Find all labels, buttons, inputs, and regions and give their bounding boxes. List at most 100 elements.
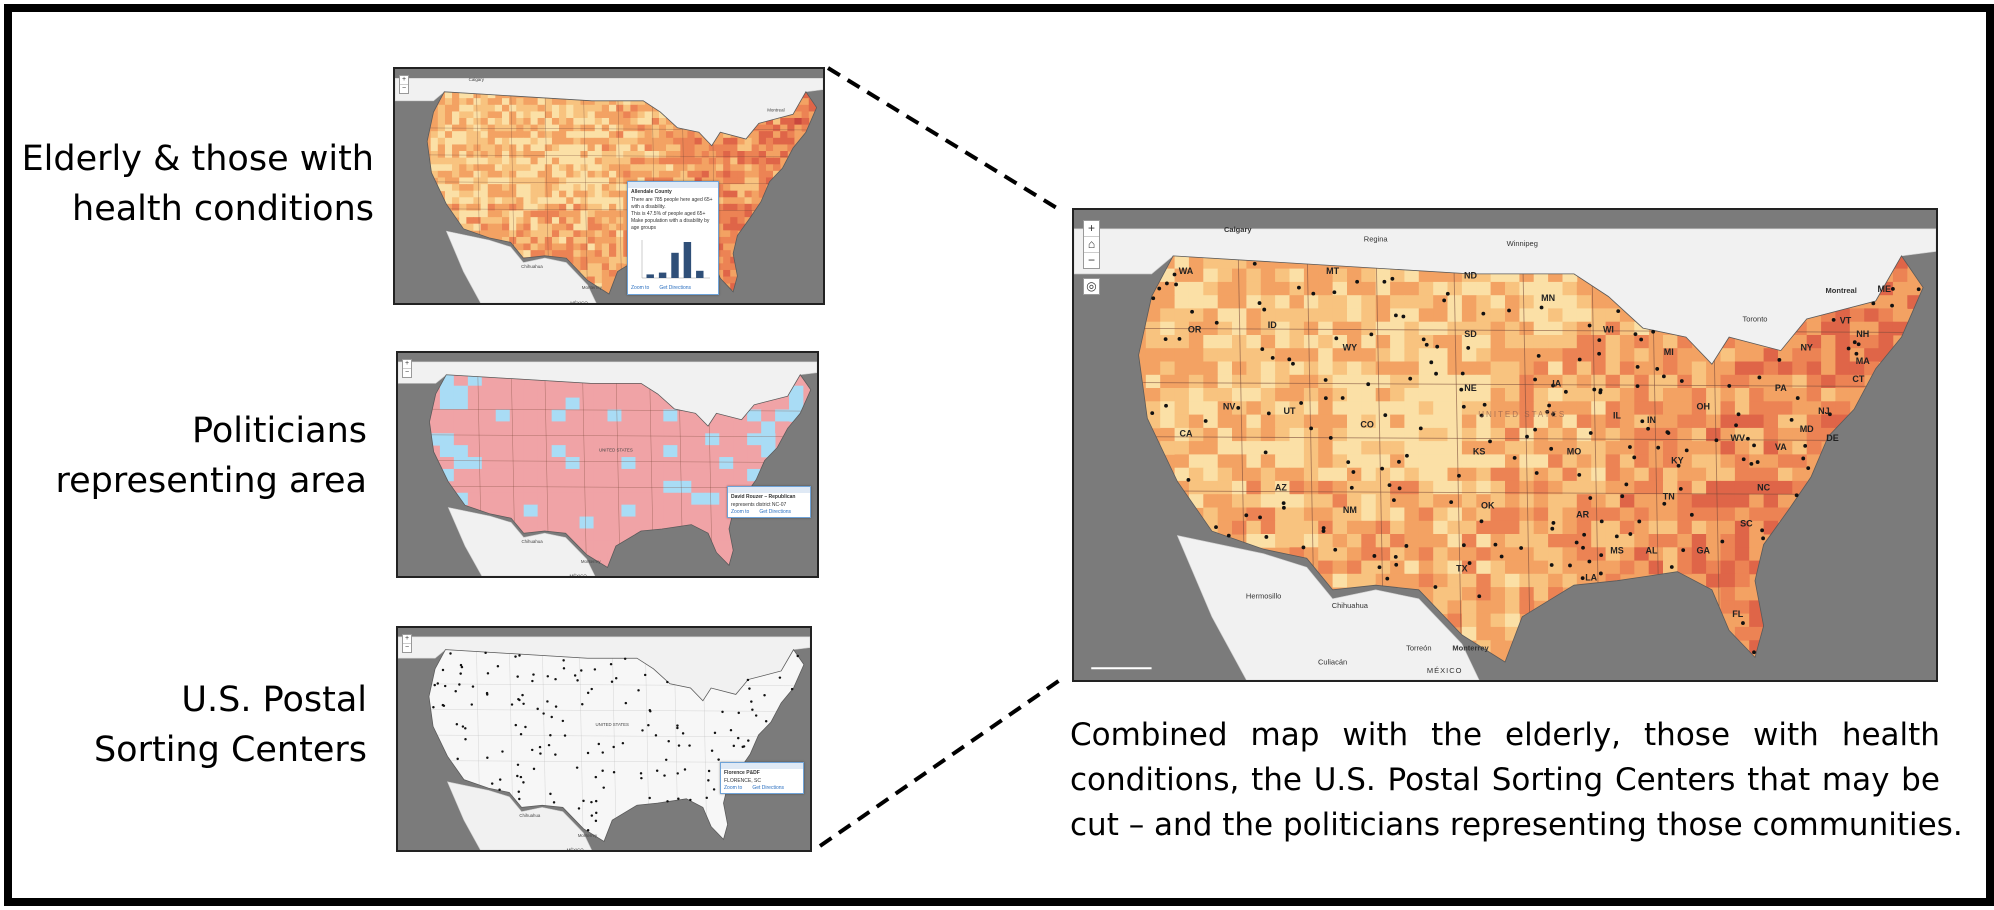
sorting-center-dot[interactable] [1846, 346, 1851, 351]
sorting-center-dot[interactable] [1890, 303, 1894, 308]
sorting-center-dot[interactable] [614, 677, 618, 680]
sorting-center-dot[interactable] [648, 709, 652, 712]
sorting-center-dot[interactable] [1598, 390, 1603, 395]
zoom-out-button[interactable]: − [1087, 253, 1095, 267]
sorting-center-dot[interactable] [1795, 396, 1800, 400]
sorting-center-dot[interactable] [748, 687, 751, 690]
sorting-center-dot[interactable] [542, 712, 545, 715]
sorting-center-dot[interactable] [676, 724, 679, 727]
sorting-center-dot[interactable] [1479, 413, 1484, 418]
thumb-elderly-zoom[interactable]: + − [399, 75, 409, 94]
sorting-center-dot[interactable] [1481, 311, 1486, 316]
sorting-center-dot[interactable] [530, 748, 534, 752]
sorting-center-dot[interactable] [1461, 404, 1466, 409]
sorting-center-dot[interactable] [721, 710, 724, 714]
sorting-center-dot[interactable] [1736, 412, 1741, 417]
sorting-center-dot[interactable] [490, 782, 494, 785]
sorting-center-dot[interactable] [1752, 650, 1756, 655]
sorting-center-dot[interactable] [647, 723, 650, 727]
sorting-center-dot[interactable] [1639, 337, 1644, 342]
sorting-center-dot[interactable] [1512, 455, 1517, 460]
sorting-center-dot[interactable] [1466, 346, 1471, 350]
sorting-center-dot[interactable] [713, 731, 717, 735]
sorting-center-dot[interactable] [1536, 353, 1541, 358]
sorting-center-dot[interactable] [522, 781, 525, 784]
sorting-center-dot[interactable] [621, 741, 625, 745]
sorting-center-dot[interactable] [1655, 367, 1660, 371]
sorting-center-dot[interactable] [1741, 457, 1746, 462]
sorting-center-dot[interactable] [1551, 412, 1556, 417]
sorting-center-dot[interactable] [639, 772, 643, 775]
sorting-center-dot[interactable] [717, 758, 720, 761]
sorting-center-dot[interactable] [519, 732, 523, 736]
sorting-center-dot[interactable] [1461, 543, 1466, 548]
sorting-center-dot[interactable] [1637, 519, 1642, 524]
map-zoom-controls[interactable]: + ⌂ − [1083, 220, 1100, 269]
sorting-center-dot[interactable] [1355, 279, 1360, 284]
sorting-center-dot[interactable] [1803, 443, 1808, 448]
sorting-center-dot[interactable] [1587, 559, 1592, 564]
sorting-center-dot[interactable] [1349, 485, 1354, 490]
sorting-center-dot[interactable] [519, 775, 523, 779]
thumb-politicians-zoom[interactable]: + − [402, 359, 412, 378]
sorting-center-dot[interactable] [1424, 342, 1429, 347]
sorting-center-dot[interactable] [1334, 336, 1339, 341]
sorting-center-dot[interactable] [1549, 446, 1554, 451]
popup-zoom-link[interactable]: Zoom to [731, 509, 750, 515]
sorting-center-dot[interactable] [1397, 486, 1402, 491]
popup-directions-link[interactable]: Get Directions [752, 785, 785, 791]
sorting-center-dot[interactable] [459, 672, 462, 675]
sorting-center-dot[interactable] [549, 792, 552, 796]
sorting-center-dot[interactable] [1186, 478, 1191, 482]
sorting-center-dot[interactable] [732, 744, 736, 748]
sorting-center-dot[interactable] [597, 742, 601, 746]
sorting-center-dot[interactable] [552, 801, 556, 804]
sorting-center-dot[interactable] [1369, 332, 1374, 337]
sorting-center-dot[interactable] [1301, 545, 1306, 550]
sorting-center-dot[interactable] [1190, 309, 1194, 314]
sorting-center-dot[interactable] [1434, 371, 1438, 376]
sorting-center-dot[interactable] [594, 775, 598, 779]
sorting-center-dot[interactable] [1236, 405, 1241, 410]
sorting-center-dot[interactable] [712, 788, 716, 791]
sorting-center-dot[interactable] [1582, 532, 1587, 537]
sorting-center-dot[interactable] [1534, 471, 1539, 475]
sorting-center-dot[interactable] [1321, 526, 1326, 530]
sorting-center-dot[interactable] [683, 768, 687, 771]
sorting-center-dot[interactable] [586, 751, 590, 755]
sorting-center-dot[interactable] [1281, 501, 1286, 505]
sorting-center-dot[interactable] [1789, 417, 1794, 422]
sorting-center-dot[interactable] [486, 672, 490, 675]
thumb-map-elderly[interactable]: Calgary Montreal Monterrey MÉXICO Chihuahua … [393, 67, 825, 305]
sorting-center-dot[interactable] [750, 700, 753, 703]
thumb-map-postal[interactable]: Monterrey MÉXICO UNITED STATES Chihuahua + … [396, 626, 812, 852]
sorting-center-dot[interactable] [581, 703, 584, 706]
sorting-center-dot[interactable] [1392, 498, 1396, 503]
sorting-center-dot[interactable] [1828, 412, 1832, 417]
sorting-center-dot[interactable] [546, 675, 550, 678]
sorting-center-dot[interactable] [677, 797, 680, 800]
sorting-center-dot[interactable] [1460, 371, 1465, 376]
sorting-center-dot[interactable] [1457, 473, 1461, 478]
sorting-center-dot[interactable] [1323, 378, 1328, 382]
sorting-center-dot[interactable] [485, 693, 489, 696]
sorting-center-dot[interactable] [1574, 540, 1579, 545]
zoom-in-button[interactable]: + [403, 635, 411, 644]
sorting-center-dot[interactable] [1311, 291, 1316, 296]
sorting-center-dot[interactable] [623, 657, 627, 661]
sorting-center-dot[interactable] [516, 675, 519, 678]
sorting-center-dot[interactable] [1299, 401, 1304, 405]
sorting-center-dot[interactable] [1479, 519, 1484, 524]
sorting-center-dot[interactable] [580, 669, 583, 672]
sorting-center-dot[interactable] [1408, 376, 1413, 381]
sorting-center-dot[interactable] [459, 663, 463, 667]
sorting-center-dot[interactable] [449, 652, 452, 655]
sorting-center-dot[interactable] [454, 690, 457, 693]
sorting-center-dot[interactable] [522, 702, 525, 706]
sorting-center-dot[interactable] [1433, 585, 1438, 589]
sorting-center-dot[interactable] [1372, 554, 1377, 558]
sorting-center-dot[interactable] [554, 705, 558, 708]
sorting-center-dot[interactable] [496, 665, 500, 668]
sorting-center-dot[interactable] [1163, 337, 1168, 342]
sorting-center-dot[interactable] [554, 753, 557, 756]
